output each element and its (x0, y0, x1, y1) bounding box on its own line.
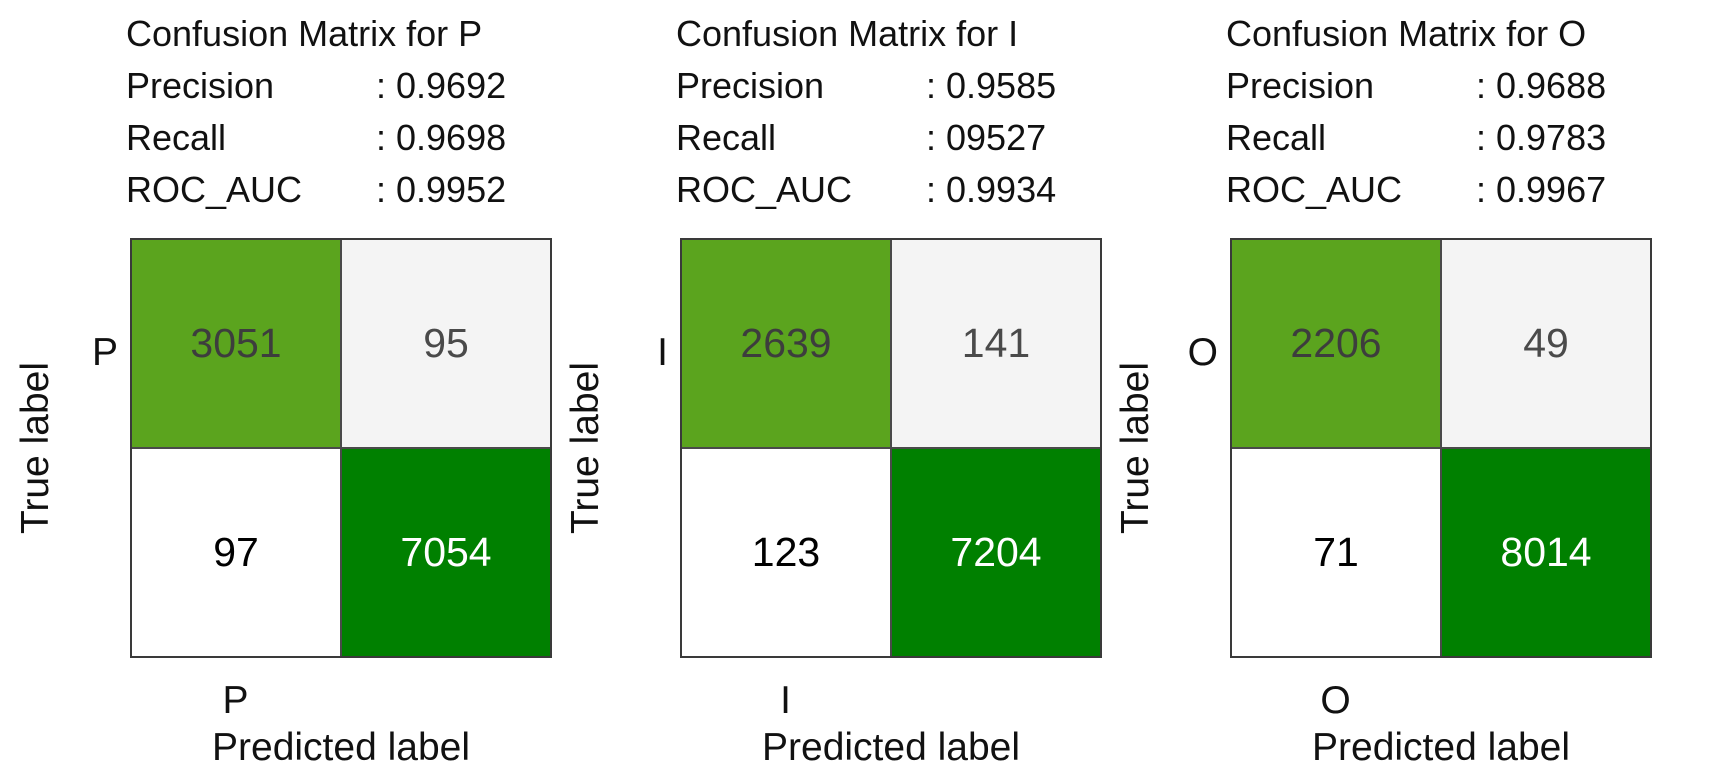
metric-value: : 0.9692 (376, 65, 507, 106)
confusion-matrix-panel-p: Confusion Matrix for P Precision : 0.969… (0, 0, 552, 781)
metric-value: : 0.9783 (1476, 117, 1607, 158)
chart-title: Confusion Matrix for P (126, 13, 483, 54)
matrix-cell-false-positive: 97 (132, 449, 340, 656)
y-tick-label: P (91, 331, 118, 374)
confusion-matrix-grid: 2639 141 123 7204 (680, 238, 1102, 658)
confusion-matrix-grid: 2206 49 71 8014 (1230, 238, 1652, 658)
x-axis-label: Predicted label (762, 726, 1020, 769)
x-tick-label: I (780, 679, 791, 722)
metric-value: : 09527 (926, 117, 1047, 158)
chart-title: Confusion Matrix for O (1226, 13, 1587, 54)
matrix-cell-false-positive: 123 (682, 449, 890, 656)
x-axis-label: Predicted label (212, 726, 470, 769)
y-axis-label: True label (14, 362, 57, 534)
metric-label: Precision (126, 65, 275, 106)
confusion-matrix-panel-i: Confusion Matrix for I Precision : 0.958… (550, 0, 1102, 781)
matrix-cell-false-negative: 49 (1442, 240, 1650, 447)
metric-label: ROC_AUC (676, 169, 853, 210)
metric-recall: Recall : 0.9698 (126, 112, 506, 164)
matrix-cell-true-positive: 2206 (1232, 240, 1440, 447)
metric-precision: Precision : 0.9692 (126, 60, 506, 112)
y-tick-label: I (657, 331, 668, 374)
metric-value: : 0.9952 (376, 169, 507, 210)
metric-roc-auc: ROC_AUC : 0.9934 (676, 164, 1056, 216)
x-tick-label: O (1320, 679, 1351, 722)
panel-header: Confusion Matrix for O Precision : 0.968… (1226, 8, 1606, 216)
confusion-matrix-panel-o: Confusion Matrix for O Precision : 0.968… (1100, 0, 1652, 781)
metric-roc-auc: ROC_AUC : 0.9967 (1226, 164, 1606, 216)
metric-label: Recall (676, 117, 777, 158)
metric-precision: Precision : 0.9585 (676, 60, 1056, 112)
metric-value: : 0.9967 (1476, 169, 1607, 210)
metric-value: : 0.9934 (926, 169, 1057, 210)
metric-label: ROC_AUC (126, 169, 303, 210)
metric-label: Precision (1226, 65, 1375, 106)
metric-roc-auc: ROC_AUC : 0.9952 (126, 164, 506, 216)
matrix-cell-false-negative: 141 (892, 240, 1100, 447)
matrix-cell-true-positive: 2639 (682, 240, 890, 447)
metric-precision: Precision : 0.9688 (1226, 60, 1606, 112)
x-axis-label: Predicted label (1312, 726, 1570, 769)
metric-value: : 0.9698 (376, 117, 507, 158)
metric-value: : 0.9688 (1476, 65, 1607, 106)
metric-label: Precision (676, 65, 825, 106)
metric-recall: Recall : 09527 (676, 112, 1056, 164)
panel-header: Confusion Matrix for I Precision : 0.958… (676, 8, 1056, 216)
metric-recall: Recall : 0.9783 (1226, 112, 1606, 164)
y-tick-label: O (1187, 331, 1218, 374)
matrix-cell-true-negative: 7204 (892, 449, 1100, 656)
metric-label: ROC_AUC (1226, 169, 1403, 210)
metric-label: Recall (1226, 117, 1327, 158)
confusion-matrix-grid: 3051 95 97 7054 (130, 238, 552, 658)
matrix-cell-false-positive: 71 (1232, 449, 1440, 656)
panel-header: Confusion Matrix for P Precision : 0.969… (126, 8, 506, 216)
matrix-cell-false-negative: 95 (342, 240, 550, 447)
metric-label: Recall (126, 117, 227, 158)
matrix-cell-true-positive: 3051 (132, 240, 340, 447)
metric-value: : 0.9585 (926, 65, 1057, 106)
y-axis-label: True label (1114, 362, 1157, 534)
matrix-cell-true-negative: 7054 (342, 449, 550, 656)
matrix-cell-true-negative: 8014 (1442, 449, 1650, 656)
x-tick-label: P (222, 679, 249, 722)
chart-title: Confusion Matrix for I (676, 13, 1019, 54)
y-axis-label: True label (564, 362, 607, 534)
